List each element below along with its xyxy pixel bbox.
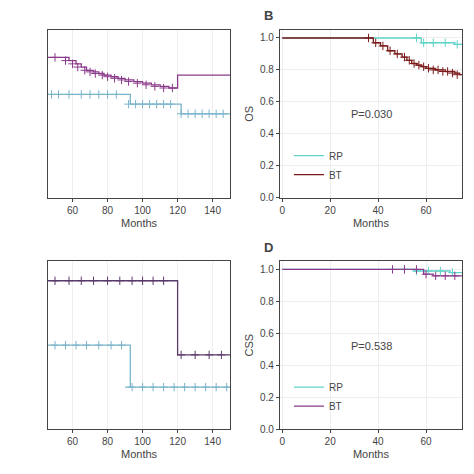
svg-text:RP: RP xyxy=(329,382,343,393)
svg-text:1.0: 1.0 xyxy=(260,32,274,43)
svg-text:60: 60 xyxy=(420,205,432,216)
svg-text:CSS: CSS xyxy=(243,334,255,357)
svg-text:100: 100 xyxy=(134,436,151,447)
svg-text:0: 0 xyxy=(279,205,285,216)
svg-text:BT: BT xyxy=(329,170,342,181)
svg-text:60: 60 xyxy=(67,205,79,216)
svg-text:1.0: 1.0 xyxy=(260,264,274,275)
svg-text:80: 80 xyxy=(102,436,114,447)
svg-text:20: 20 xyxy=(325,205,337,216)
svg-text:Months: Months xyxy=(353,448,390,460)
svg-text:0.6: 0.6 xyxy=(260,96,274,107)
svg-text:140: 140 xyxy=(204,436,221,447)
svg-text:P=0.030: P=0.030 xyxy=(351,108,392,120)
svg-text:0.8: 0.8 xyxy=(260,64,274,75)
svg-text:0.2: 0.2 xyxy=(260,160,274,171)
svg-text:0.0: 0.0 xyxy=(260,192,274,203)
svg-text:60: 60 xyxy=(420,436,432,447)
svg-text:0: 0 xyxy=(279,436,285,447)
svg-text:0.2: 0.2 xyxy=(260,392,274,403)
svg-text:Months: Months xyxy=(121,217,158,229)
svg-text:0.8: 0.8 xyxy=(260,296,274,307)
svg-text:100: 100 xyxy=(134,205,151,216)
svg-text:120: 120 xyxy=(169,436,186,447)
svg-text:0.4: 0.4 xyxy=(260,360,274,371)
svg-text:RP: RP xyxy=(329,151,343,162)
svg-text:P=0.538: P=0.538 xyxy=(351,340,392,352)
svg-text:Months: Months xyxy=(121,448,158,460)
svg-text:20: 20 xyxy=(325,436,337,447)
svg-text:0.4: 0.4 xyxy=(260,128,274,139)
svg-text:B: B xyxy=(264,8,273,23)
svg-text:40: 40 xyxy=(373,205,385,216)
svg-text:120: 120 xyxy=(169,205,186,216)
svg-text:OS: OS xyxy=(243,106,255,122)
svg-text:80: 80 xyxy=(102,205,114,216)
svg-text:0.0: 0.0 xyxy=(260,424,274,435)
svg-text:40: 40 xyxy=(373,436,385,447)
svg-text:60: 60 xyxy=(67,436,79,447)
svg-text:Months: Months xyxy=(353,217,390,229)
svg-text:D: D xyxy=(264,240,273,255)
svg-text:0.6: 0.6 xyxy=(260,328,274,339)
svg-text:BT: BT xyxy=(329,401,342,412)
svg-text:140: 140 xyxy=(204,205,221,216)
